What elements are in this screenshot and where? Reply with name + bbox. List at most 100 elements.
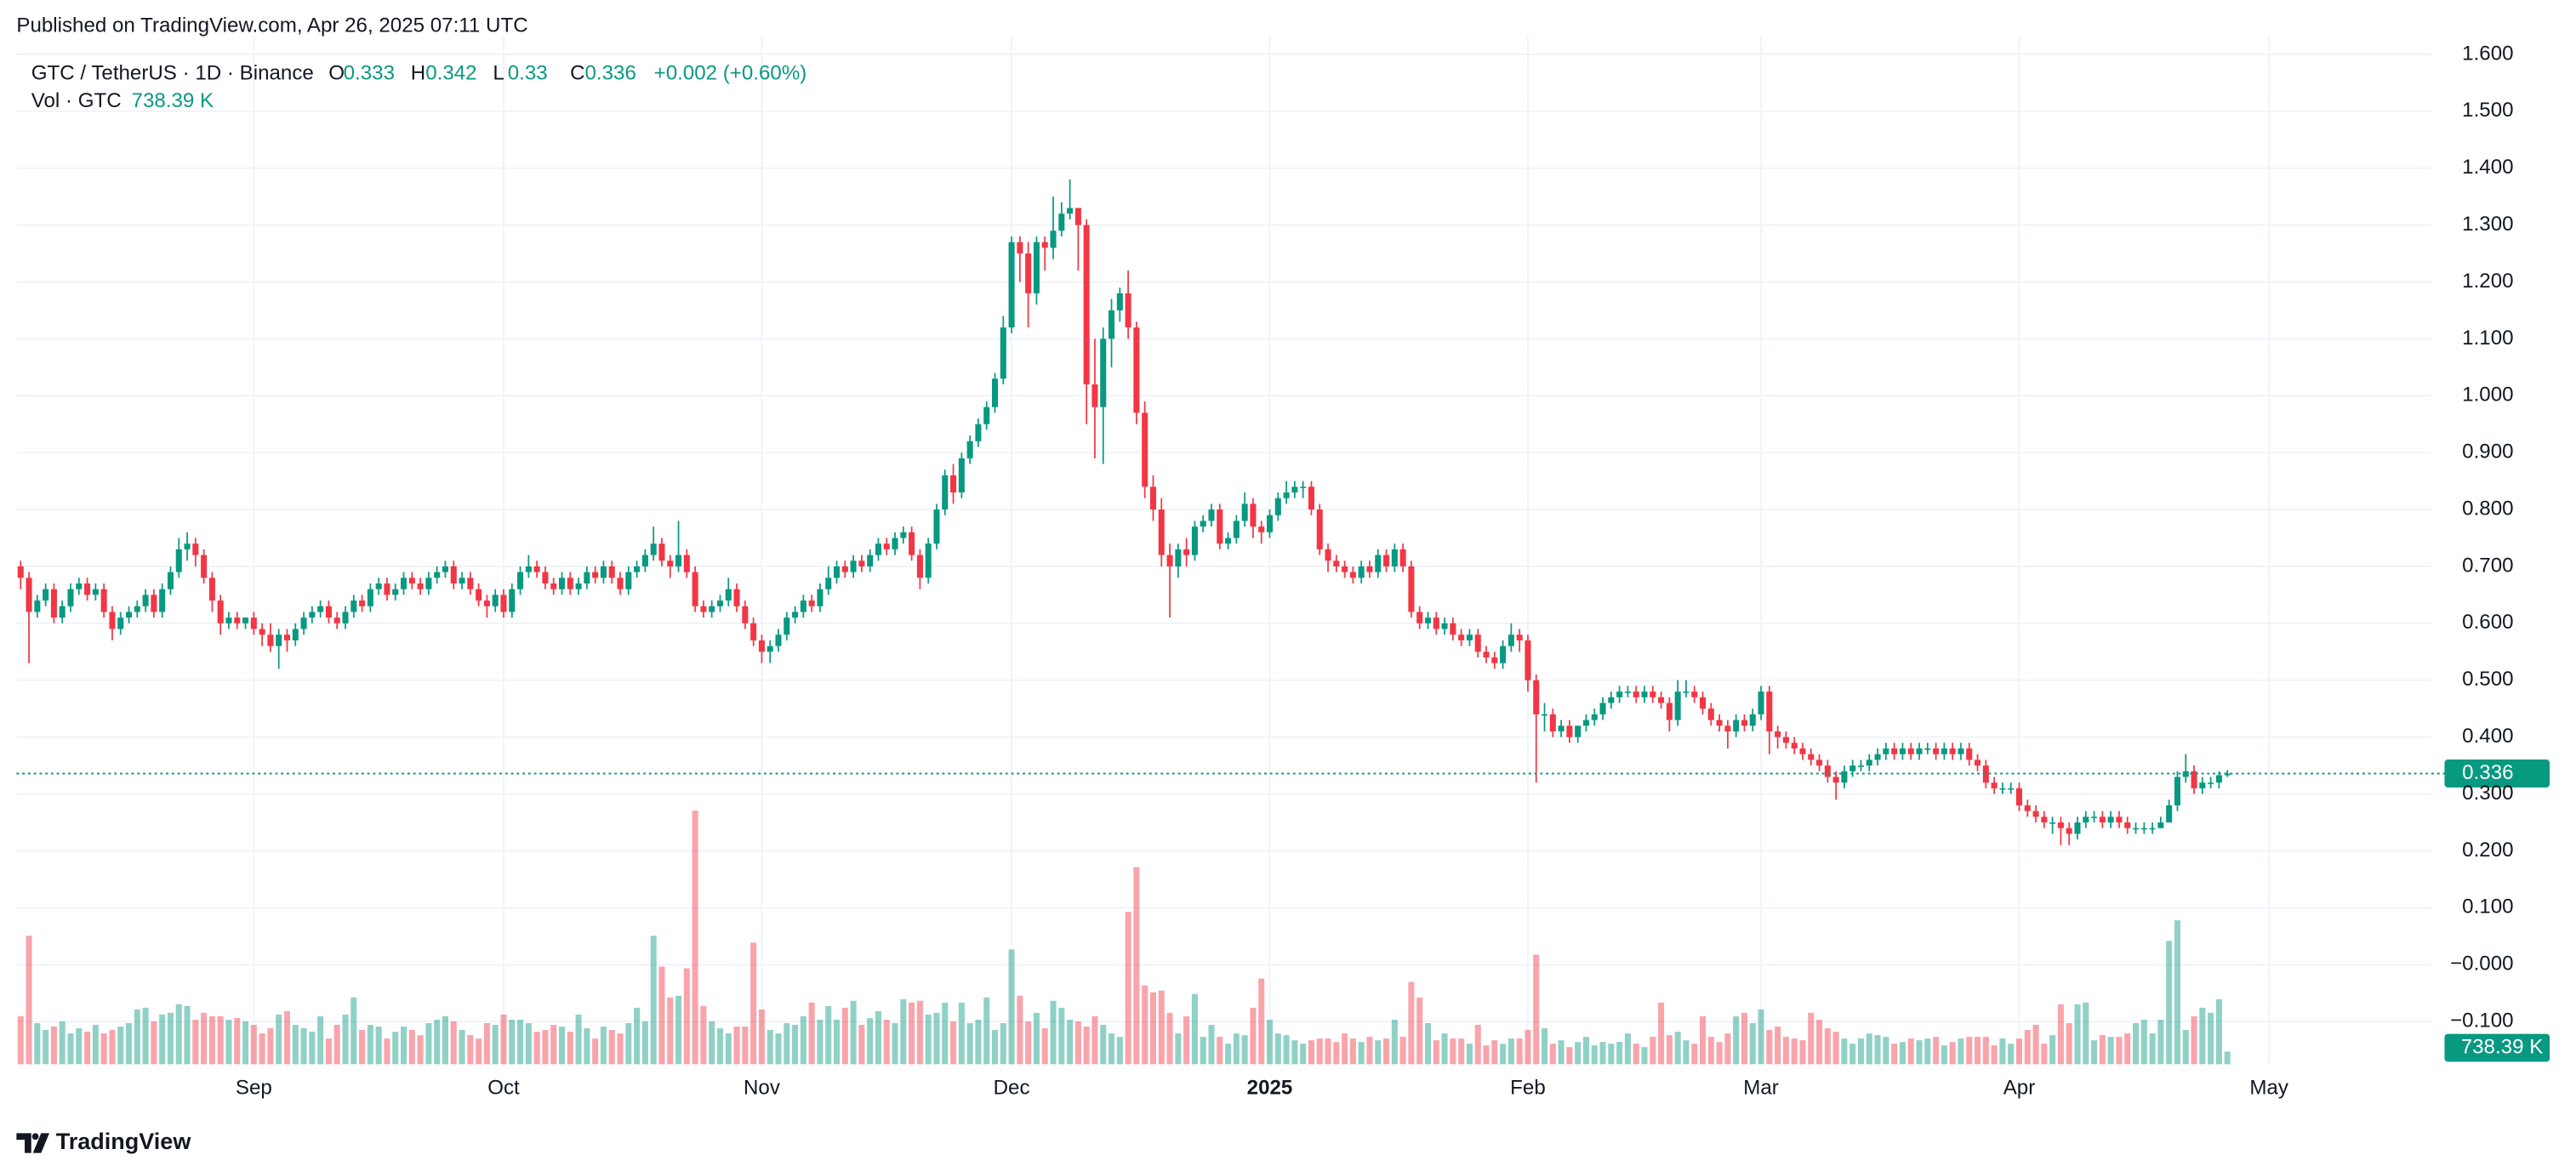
candle-body — [1999, 788, 2006, 790]
candle-body — [250, 617, 257, 629]
candle-body — [1883, 748, 1889, 754]
candle-body — [1250, 504, 1257, 527]
brand[interactable]: TradingView — [56, 1129, 192, 1154]
volume-bar — [1849, 1044, 1856, 1065]
candle-body — [509, 589, 516, 612]
volume-bar — [1566, 1047, 1573, 1065]
candle-body — [201, 555, 208, 578]
volume-bar — [1408, 981, 1415, 1065]
volume-bar — [1832, 1032, 1839, 1065]
volume-bar — [2116, 1037, 2123, 1065]
volume-bar — [384, 1038, 390, 1065]
volume-bar — [1958, 1038, 1964, 1065]
volume-bar — [442, 1016, 448, 1065]
volume-bar — [1241, 1035, 1248, 1065]
volume-tag-label: 738.39 K — [2461, 1035, 2544, 1058]
candle-body — [525, 566, 532, 572]
volume-bar — [716, 1028, 724, 1065]
volume-bar — [208, 1016, 215, 1065]
candle-body — [634, 566, 641, 572]
volume-bar — [909, 1002, 915, 1065]
y-tick-label: −0.100 — [2450, 1010, 2513, 1033]
volume-bar — [50, 1026, 57, 1065]
volume-bar — [1008, 949, 1015, 1065]
volume-bar — [1916, 1040, 1923, 1065]
volume-bar — [1433, 1040, 1439, 1065]
y-tick-label: 0.400 — [2462, 725, 2513, 748]
candle-body — [1991, 782, 1998, 788]
volume-bar — [1907, 1038, 1914, 1065]
candle-body — [1982, 765, 1989, 783]
volume-bar — [1808, 1012, 1815, 1065]
volume-bar — [1233, 1033, 1240, 1065]
volume-bar — [2091, 1040, 2098, 1065]
volume-bar — [1291, 1040, 1298, 1065]
y-tick-label: 0.700 — [2462, 554, 2513, 577]
volume-bar — [1707, 1037, 1714, 1065]
candle-body — [450, 566, 457, 584]
volume-bar — [1866, 1033, 1872, 1065]
volume-bar — [34, 1022, 41, 1065]
volume-bar — [500, 1014, 507, 1065]
volume-bar — [1366, 1037, 1373, 1065]
candle-body — [1308, 486, 1314, 510]
volume-bar — [1116, 1037, 1123, 1065]
candle-body — [184, 543, 191, 549]
volume-bar — [2224, 1051, 2231, 1065]
volume-bar — [1491, 1040, 1498, 1065]
volume-bar — [2166, 941, 2173, 1065]
volume-bar — [1349, 1038, 1356, 1065]
volume-bar — [2066, 1022, 2072, 1065]
candle-body — [1200, 521, 1206, 527]
candle-body — [1450, 623, 1456, 635]
candle-body — [1058, 213, 1065, 231]
volume-bar — [575, 1014, 582, 1065]
candle-body — [1691, 691, 1698, 697]
candle-body — [2066, 828, 2072, 834]
volume-bar — [991, 1030, 999, 1065]
volume-bar — [92, 1024, 99, 1065]
volume-bar — [325, 1038, 332, 1065]
volume-bar — [1175, 1033, 1182, 1065]
volume-bar — [1991, 1045, 1998, 1065]
candle-body — [483, 600, 490, 606]
candle-body — [850, 560, 857, 572]
volume-bar — [1050, 1000, 1057, 1065]
volume-bar — [1525, 1030, 1531, 1065]
candle-body — [2099, 816, 2106, 823]
candle-body — [1441, 623, 1448, 629]
volume-bar — [359, 1030, 366, 1065]
candle-body — [1575, 725, 1582, 737]
volume-bar — [1982, 1037, 1989, 1065]
volume-tag — [2444, 1033, 2550, 1062]
volume-bar — [1342, 1033, 1348, 1065]
ohlc-value: 0.33 — [508, 61, 548, 84]
volume-bar — [2124, 1033, 2131, 1065]
candle-body — [1433, 617, 1439, 629]
candle-body — [1624, 691, 1631, 693]
volume-bar — [2191, 1016, 2197, 1065]
candle-body — [983, 407, 990, 424]
candle-body — [1050, 230, 1057, 248]
candle-body — [1416, 612, 1423, 623]
volume-bar — [401, 1026, 407, 1065]
volume-bar — [1633, 1044, 1639, 1065]
volume-bar — [1775, 1026, 1781, 1065]
volume-bar — [1658, 1002, 1665, 1065]
volume-bar — [608, 1030, 615, 1065]
candle-body — [767, 646, 773, 652]
candle-body — [208, 577, 215, 601]
price-tag — [2444, 760, 2550, 788]
candle-body — [725, 589, 732, 601]
volume-bar — [1025, 1021, 1032, 1065]
y-tick-label: 0.100 — [2462, 896, 2513, 919]
ohlc-value: 0.342 — [425, 61, 476, 84]
candle-body — [1074, 208, 1081, 225]
ohlc-label: H — [411, 61, 425, 84]
volume-bar — [975, 1019, 982, 1065]
volume-bar — [825, 1005, 832, 1065]
candle-body — [84, 583, 91, 595]
candle-body — [784, 617, 790, 635]
volume-bar — [17, 1016, 24, 1065]
volume-bar — [159, 1014, 166, 1065]
